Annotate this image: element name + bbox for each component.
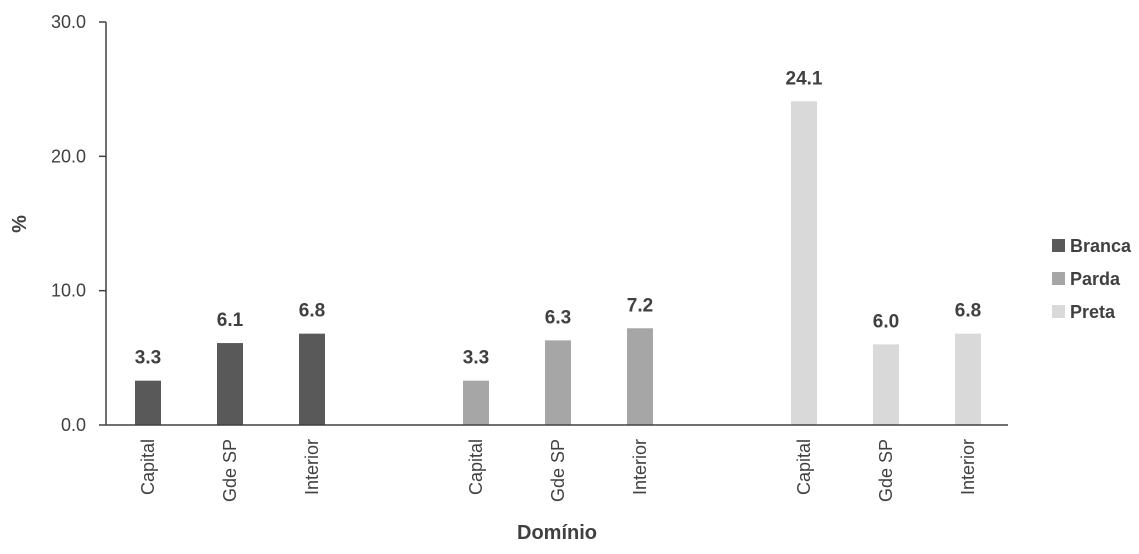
x-category-label: Gde SP — [220, 439, 240, 502]
y-tick-label: 0.0 — [61, 415, 86, 435]
y-tick-label: 20.0 — [51, 146, 86, 166]
bars — [135, 101, 981, 426]
legend-swatch-parda — [1052, 272, 1065, 285]
y-tick-label: 30.0 — [51, 12, 86, 32]
legend-label-preta: Preta — [1070, 302, 1116, 322]
y-axis-title: % — [9, 215, 31, 233]
y-axis-ticks: 0.0 10.0 20.0 30.0 — [51, 12, 106, 435]
x-category-label: Gde SP — [876, 439, 896, 502]
x-category-label: Interior — [630, 439, 650, 495]
bar-branca-interior — [299, 333, 325, 425]
data-labels: 3.3 6.1 6.8 3.3 6.3 7.2 24.1 6.0 6.8 — [135, 68, 981, 368]
x-category-label: Interior — [302, 439, 322, 495]
legend-label-parda: Parda — [1070, 269, 1121, 289]
bar-parda-interior — [627, 328, 653, 425]
data-label: 24.1 — [786, 68, 823, 89]
data-label: 3.3 — [463, 348, 489, 369]
data-label: 6.3 — [545, 307, 571, 328]
x-axis-title: Domínio — [517, 522, 597, 544]
bar-parda-gde-sp — [545, 340, 571, 425]
bar-branca-capital — [135, 380, 161, 425]
x-category-label: Capital — [466, 439, 486, 495]
legend-swatch-preta — [1052, 305, 1065, 318]
legend-swatch-branca — [1052, 239, 1065, 252]
bar-preta-interior — [955, 333, 981, 425]
data-label: 7.2 — [627, 295, 653, 316]
x-category-label: Gde SP — [548, 439, 568, 502]
x-category-label: Interior — [958, 439, 978, 495]
bar-preta-capital — [791, 101, 817, 426]
data-label: 6.1 — [217, 310, 244, 331]
legend: Branca Parda Preta — [1052, 236, 1132, 322]
x-category-label: Capital — [794, 439, 814, 495]
data-label: 6.8 — [955, 301, 981, 322]
bar-preta-gde-sp — [873, 344, 899, 425]
bar-branca-gde-sp — [217, 343, 243, 425]
data-label: 6.0 — [873, 311, 899, 332]
x-axis-category-labels: Capital Gde SP Interior Capital Gde SP Interi… — [138, 439, 978, 502]
x-category-label: Capital — [138, 439, 158, 495]
data-label: 3.3 — [135, 348, 161, 369]
bar-parda-capital — [463, 380, 489, 425]
legend-label-branca: Branca — [1070, 236, 1132, 256]
data-label: 6.8 — [299, 301, 325, 322]
y-tick-label: 10.0 — [51, 281, 86, 301]
